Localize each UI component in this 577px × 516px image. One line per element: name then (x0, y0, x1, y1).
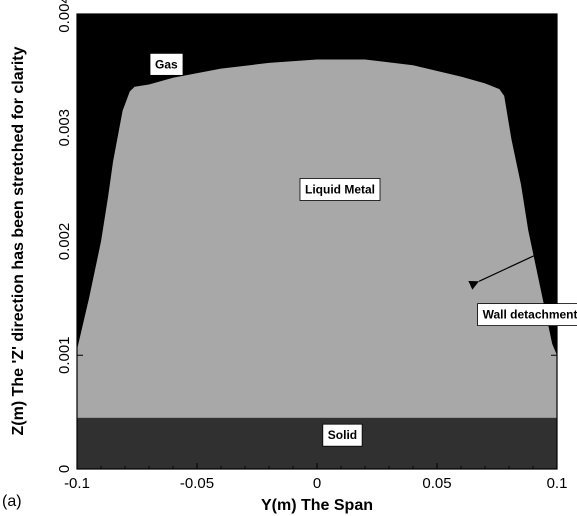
liquid-metal-label-group: Liquid Metal (299, 178, 381, 201)
x-tick-label: 0.05 (422, 475, 451, 492)
x-axis-title: Y(m) The Span (261, 497, 373, 514)
panel-label: (a) (2, 493, 22, 510)
annotation-arrow (468, 252, 541, 290)
y-tick-label: 0.001 (56, 336, 73, 374)
liquid-metal-label-box (299, 178, 381, 201)
x-tick-label: 0.1 (547, 475, 568, 492)
solid-label: Solid (328, 428, 357, 442)
liquid-metal-region (77, 59, 557, 469)
solid-region (77, 417, 557, 469)
x-tick-label: -0.05 (180, 475, 214, 492)
wall-detachment-label-group: Wall detachment (477, 303, 577, 327)
y-tick-label: 0.004 (56, 0, 73, 33)
gas-label-group: Gas (149, 52, 184, 76)
solid-label-group: Solid (322, 423, 363, 447)
y-tick-label: 0.003 (56, 109, 73, 147)
solid-label-box (322, 423, 363, 447)
x-tick-label: 0 (313, 475, 321, 492)
y-tick-label: 0.002 (56, 223, 73, 261)
liquid-metal-label: Liquid Metal (305, 182, 375, 196)
y-tick-label: 0 (56, 465, 73, 473)
gas-label-box (149, 52, 184, 76)
x-tick-label: -0.1 (64, 475, 90, 492)
wall-detachment-label-box (477, 303, 577, 327)
y-axis-title: Z(m) The 'Z' direction has been stretche… (10, 46, 27, 435)
annotation-labels: Gas Liquid Metal Solid Wall detachment (149, 52, 577, 447)
wall-detachment-label: Wall detachment (483, 308, 577, 322)
gas-label: Gas (155, 57, 178, 71)
tick-marks (76, 13, 558, 470)
